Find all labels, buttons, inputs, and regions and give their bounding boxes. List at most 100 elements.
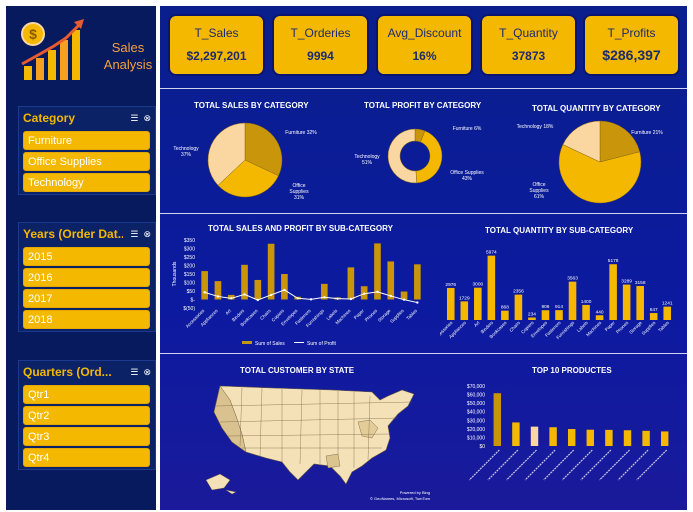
sales-bar[interactable]: [387, 261, 395, 300]
profit-point[interactable]: [323, 296, 326, 299]
multi-select-icon[interactable]: ☰: [130, 228, 139, 239]
kpi-total-sales[interactable]: T_Sales $2,297,201: [168, 14, 265, 76]
sales-bar[interactable]: [320, 283, 328, 300]
profit-point[interactable]: [269, 293, 273, 297]
profit-point[interactable]: [296, 297, 299, 300]
pie-slice-furniture[interactable]: [244, 122, 283, 177]
quarters-slicer[interactable]: Quarters (Ord... ☰ ⊗ Qtr1 Qtr2 Qtr3 Qtr4: [18, 360, 156, 470]
sales-bar[interactable]: [347, 267, 355, 300]
profit-point[interactable]: [349, 297, 353, 301]
slicer-item-2015[interactable]: 2015: [23, 247, 150, 266]
kpi-total-orders[interactable]: T_Orderies 9994: [272, 14, 369, 76]
profit-point[interactable]: [230, 297, 233, 300]
clear-filter-icon[interactable]: ⊗: [143, 366, 151, 377]
slicer-item-qtr3[interactable]: Qtr3: [23, 427, 150, 446]
sales-bar[interactable]: [267, 243, 275, 300]
top10-products-chart[interactable]: $70,000 $60,000 $50,000 $40,000 $30,000 $20,0…: [450, 374, 680, 506]
profit-point[interactable]: [416, 301, 419, 304]
quantity-bar[interactable]: [501, 310, 509, 320]
sales-profit-combo-chart[interactable]: $350 $300 $250 $200 $150 $100 $50 $- $(50) Thousa…: [170, 234, 432, 348]
product-bar[interactable]: [567, 429, 576, 446]
profit-point[interactable]: [283, 288, 286, 292]
profit-point[interactable]: [389, 294, 392, 298]
multi-select-icon[interactable]: ☰: [130, 366, 139, 377]
pie-slice-technology[interactable]: [387, 128, 417, 184]
years-slicer[interactable]: Years (Order Dat... ☰ ⊗ 2015 2016 2017 20…: [18, 222, 156, 332]
profit-point[interactable]: [402, 298, 406, 301]
clear-filter-icon[interactable]: ⊗: [143, 228, 151, 239]
product-bar[interactable]: [605, 429, 613, 446]
profit-point[interactable]: [362, 292, 366, 295]
quantity-bar[interactable]: [568, 281, 577, 320]
product-bar[interactable]: [530, 426, 539, 446]
quantity-bar[interactable]: [636, 285, 644, 320]
sales-bar[interactable]: [281, 274, 288, 300]
kpi-total-profits[interactable]: T_Profits $286,397: [583, 14, 680, 76]
sales-pie-chart[interactable]: [205, 113, 285, 208]
quantity-bar[interactable]: [474, 287, 482, 320]
sales-bar[interactable]: [201, 271, 208, 300]
product-bar[interactable]: [642, 430, 650, 446]
sales-bar[interactable]: [214, 281, 222, 300]
multi-select-icon[interactable]: ☰: [130, 112, 139, 123]
kpi-avg-discount[interactable]: Avg_Discount 16%: [376, 14, 473, 76]
pie-slice-furniture[interactable]: [599, 120, 641, 163]
profit-point[interactable]: [203, 291, 206, 294]
product-bar[interactable]: [493, 393, 502, 446]
slicer-item-furniture[interactable]: Furniture: [23, 131, 150, 150]
slicer-item-qtr4[interactable]: Qtr4: [23, 448, 150, 467]
sales-bar[interactable]: [400, 291, 408, 300]
quantity-bar[interactable]: [541, 310, 550, 320]
logo-title: Sales Analysis: [103, 40, 153, 72]
data-label: 1241: [662, 301, 673, 307]
slicer-item-2017[interactable]: 2017: [23, 289, 150, 308]
quantity-bar[interactable]: [663, 306, 672, 320]
quantity-bar[interactable]: [460, 301, 469, 320]
sales-bar[interactable]: [414, 264, 421, 300]
quantity-bar[interactable]: [528, 317, 536, 320]
product-bar[interactable]: [512, 422, 520, 446]
quantity-bar[interactable]: [649, 313, 658, 320]
slicer-item-qtr1[interactable]: Qtr1: [23, 385, 150, 404]
pie-slice-office-supplies[interactable]: [558, 144, 642, 204]
quantity-bar[interactable]: [582, 304, 590, 320]
quantity-bar[interactable]: [622, 284, 631, 320]
slicer-item-qtr2[interactable]: Qtr2: [23, 406, 150, 425]
profit-line[interactable]: [204, 289, 418, 304]
profit-point[interactable]: [376, 290, 379, 294]
category-slicer[interactable]: Category ☰ ⊗ Furniture Office Supplies Te…: [18, 106, 156, 195]
quantity-bar[interactable]: [595, 315, 604, 320]
profit-point[interactable]: [216, 295, 220, 298]
pie-slice-technology[interactable]: [562, 120, 601, 163]
quantity-bar[interactable]: [609, 264, 617, 320]
profit-point[interactable]: [336, 297, 339, 300]
slicer-item-office-supplies[interactable]: Office Supplies: [23, 152, 150, 171]
sales-bar[interactable]: [241, 264, 248, 300]
profit-point[interactable]: [243, 293, 246, 296]
profit-donut-chart[interactable]: [385, 116, 445, 201]
quantity-bar[interactable]: [446, 287, 455, 320]
pie-slice-office-supplies[interactable]: [217, 159, 279, 198]
slicer-item-technology[interactable]: Technology: [23, 173, 150, 192]
quantity-bar[interactable]: [555, 310, 563, 320]
product-bar[interactable]: [623, 430, 632, 446]
product-bar[interactable]: [660, 431, 669, 446]
slicer-item-2016[interactable]: 2016: [23, 268, 150, 287]
slicer-item-2018[interactable]: 2018: [23, 310, 150, 329]
quantity-bar[interactable]: [514, 294, 523, 320]
pie-slice-technology[interactable]: [207, 122, 246, 186]
quantity-pie-chart[interactable]: [555, 116, 645, 211]
kpi-label: T_Profits: [607, 26, 656, 40]
quantity-bar[interactable]: [487, 255, 496, 320]
clear-filter-icon[interactable]: ⊗: [143, 112, 151, 123]
dashboard-main: T_Sales $2,297,201 T_Orderies 9994 Avg_D…: [160, 6, 687, 510]
profit-point[interactable]: [256, 298, 260, 302]
sales-bar[interactable]: [254, 279, 262, 300]
quantity-bar-chart[interactable]: 2976 1729 3000 5974 868 2356 234 906 914 3563 1400…: [440, 238, 680, 350]
us-map[interactable]: [202, 376, 428, 500]
sales-bar[interactable]: [374, 243, 381, 300]
product-bar[interactable]: [549, 427, 557, 446]
product-bar[interactable]: [586, 429, 595, 446]
kpi-total-quantity[interactable]: T_Quantity 37873: [480, 14, 577, 76]
profit-point[interactable]: [309, 298, 313, 301]
